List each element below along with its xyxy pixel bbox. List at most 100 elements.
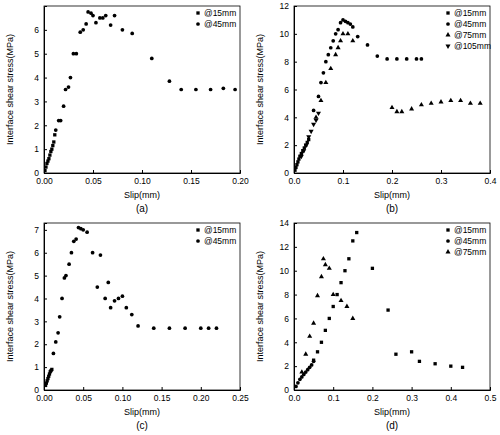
y-axis-line [295,7,298,174]
point [84,22,88,26]
tick: 0.1 [338,170,350,186]
legend-marker [196,22,200,26]
tick-mark [44,125,47,126]
tick-mark [191,170,192,173]
point [317,95,321,99]
tick-mark [240,387,241,390]
legend-marker [445,249,450,253]
point [311,320,316,324]
point [103,297,107,301]
legend-label: @15mm [204,8,236,18]
tick-label: 4 [284,338,289,348]
tick-mark [44,367,47,368]
y-axis: 02468101214 [280,218,297,395]
point [67,85,71,89]
tick: 7 [34,225,47,235]
legend-label: @15mm [204,225,236,235]
y-axis: 024681012 [280,1,297,178]
tick-label: 0.25 [232,393,249,403]
point [335,293,338,296]
y-axis-line [45,224,48,391]
legend: @15mm@45mm [196,8,236,29]
tick-label: 0.05 [75,393,92,403]
y-axis-line [45,7,48,174]
tick-label: 0.3 [406,393,418,403]
point [70,251,74,255]
tick: 5 [34,49,47,59]
point [331,39,335,43]
tick: 0 [284,168,297,178]
tick-label: 0.2 [367,393,379,403]
tick: 0.25 [232,387,249,403]
point [306,135,311,139]
tick-label: 0 [34,385,39,395]
tick-label: 0.20 [193,393,210,403]
point [52,352,56,356]
point [94,21,98,25]
x-axis-title: Slip(mm) [374,407,410,417]
point [301,149,306,153]
y-axis-title: Interface shear stress(MPa) [5,34,15,145]
point [350,316,355,320]
tick: 0.1 [328,387,340,403]
tick: 0.3 [436,170,448,186]
point [209,88,213,92]
point [121,294,125,298]
point [117,297,121,301]
legend-marker [445,45,450,49]
point [294,385,298,389]
tick-label: 6 [34,25,39,35]
point [323,262,328,266]
point [438,99,443,103]
x-axis: 0.00.10.20.30.4 [289,170,497,186]
tick-mark [294,318,297,319]
point [429,101,434,105]
x-axis-line [45,387,241,391]
tick-mark [93,170,94,173]
point [168,326,172,330]
tick-label: 0.0 [289,393,301,403]
tick: 2 [34,339,47,349]
legend-marker [446,22,450,26]
marks [44,10,237,172]
point [101,16,105,20]
tick-mark [44,173,47,174]
plot-frame [44,223,240,390]
tick-mark [44,253,47,254]
point [420,57,424,61]
tick-mark [142,170,143,173]
tick-mark [294,223,297,224]
point [333,52,338,56]
point [67,262,71,266]
point [54,128,58,132]
legend: @15mm@45mm [196,225,236,246]
tick: 10 [280,29,297,39]
tick-mark [294,34,297,35]
legend: @15mm@45mm@75mm@105mm [445,8,491,51]
x-axis-title: Slip(mm) [374,190,410,200]
tick-label: 0.4 [445,393,457,403]
legend-label: @15mm [454,8,486,18]
tick-mark [122,387,123,390]
y-axis-title: Interface shear stress(MPa) [5,251,15,362]
tick: 6 [34,248,47,258]
point [415,57,419,61]
tick: 0.10 [115,387,132,403]
tick-mark [44,30,47,31]
tick-mark [44,321,47,322]
point [328,317,331,320]
tick: 6 [284,314,297,324]
point [44,165,47,168]
legend-marker [445,32,450,36]
point [113,299,117,303]
panel: 0.00.10.20.30.40.502468101214Slip(mm)Int… [255,218,497,431]
tick-label: 0.3 [436,176,448,186]
tick: 14 [280,218,297,228]
tick: 0.2 [367,387,379,403]
point [315,293,320,297]
point [150,57,154,61]
series [299,256,355,374]
point [468,101,473,105]
panel-label: (b) [386,203,398,214]
tick-label: 0.15 [154,393,171,403]
